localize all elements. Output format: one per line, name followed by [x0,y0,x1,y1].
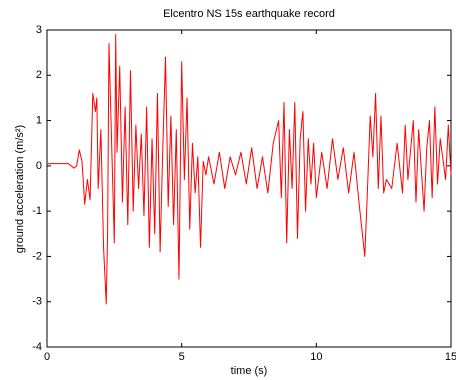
y-tick-label: 3 [36,24,42,36]
x-tick-label: 5 [179,351,185,363]
y-tick-label: -4 [32,341,42,353]
y-tick-label: -2 [32,250,42,262]
axes-box [46,29,452,348]
y-tick-label: 0 [36,160,42,172]
chart-title: Elcentro NS 15s earthquake record [163,8,335,20]
y-axis-label: ground acceleration (m/s²) [14,125,26,253]
x-tick-label: 10 [310,351,322,363]
y-tick-label: -1 [32,205,42,217]
x-tick-label: 15 [445,351,456,363]
data-line [47,34,452,305]
x-axis-label: time (s) [231,365,268,377]
y-tick-label: 1 [36,114,42,126]
x-tick-label: 0 [44,351,50,363]
y-tick-label: 2 [36,69,42,81]
y-tick-label: -3 [32,296,42,308]
